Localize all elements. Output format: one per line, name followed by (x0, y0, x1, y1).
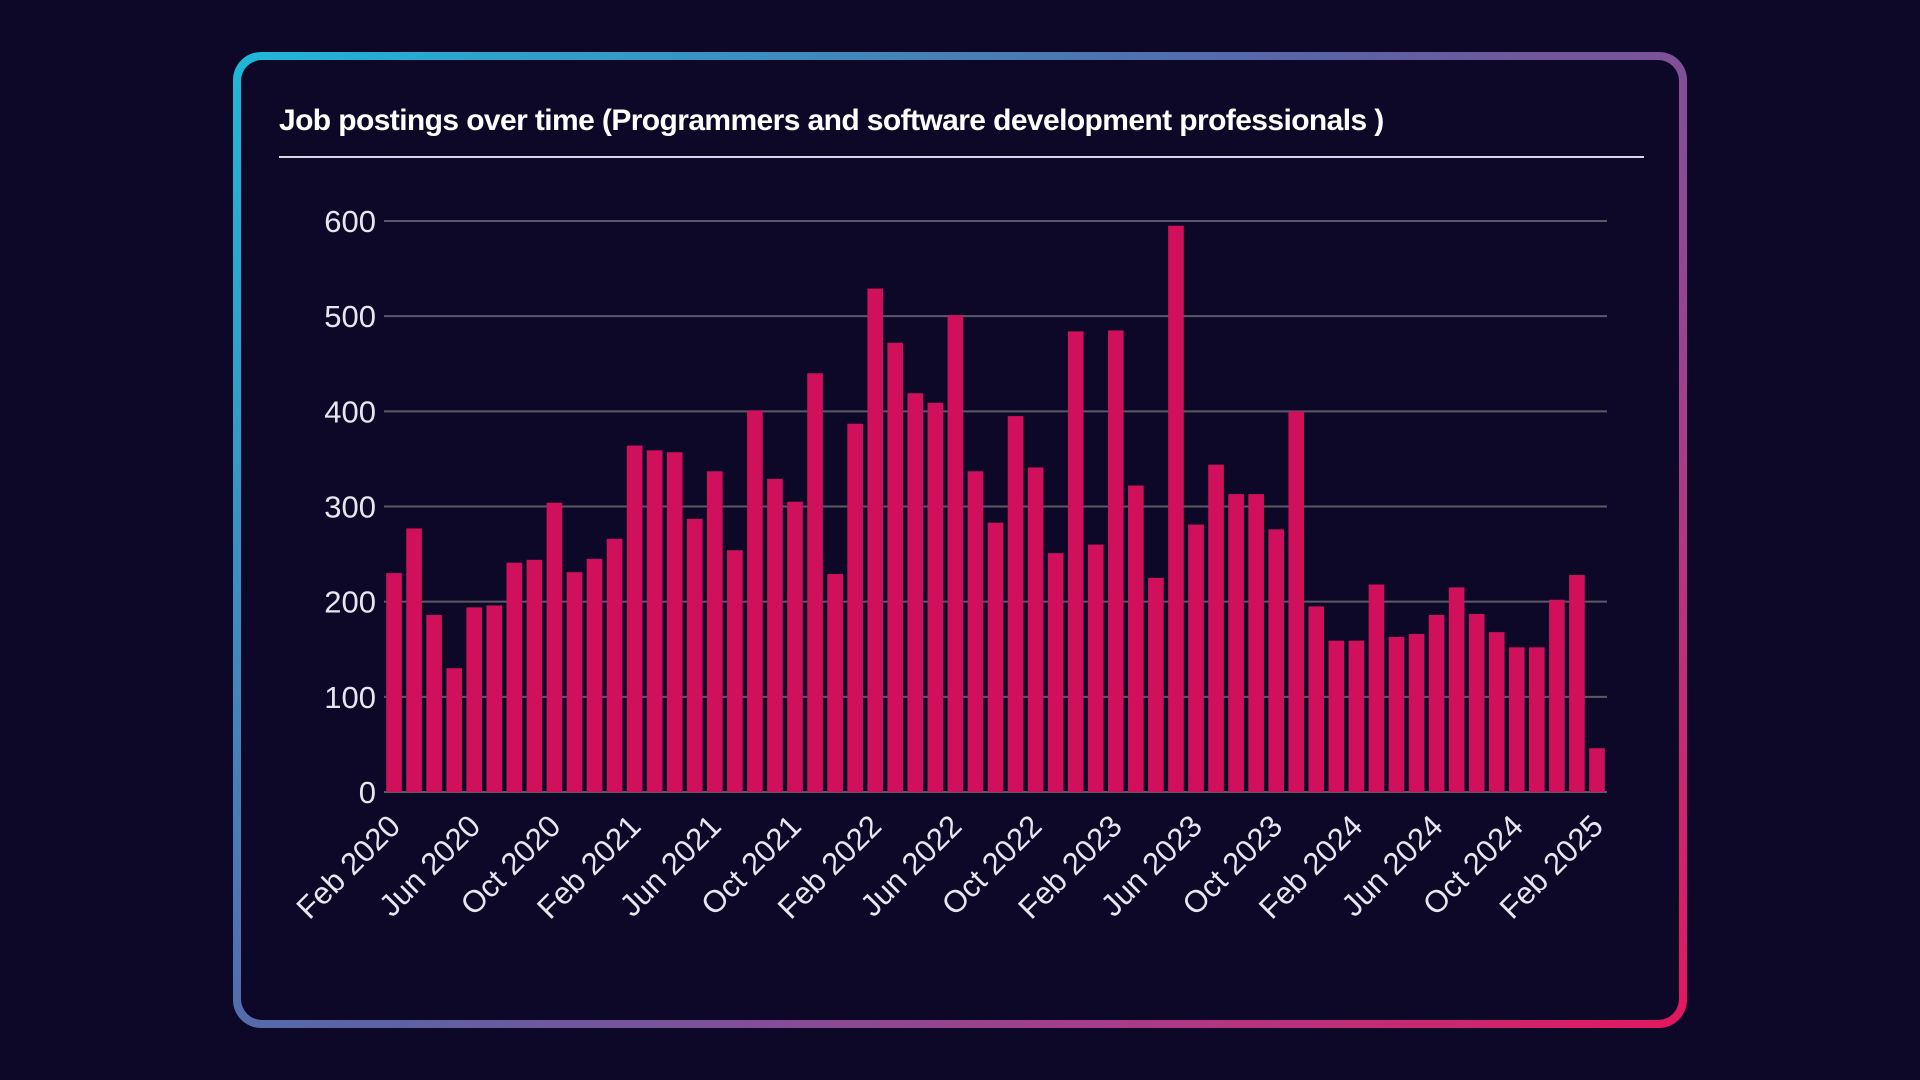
bar (747, 410, 763, 792)
y-tick-label: 200 (324, 585, 376, 620)
bar (967, 471, 984, 792)
bar (787, 501, 803, 792)
bar (626, 445, 643, 792)
bar (987, 522, 1004, 792)
bar (566, 572, 583, 792)
bar (706, 471, 723, 792)
bar (1128, 485, 1144, 792)
bar (807, 373, 823, 792)
chart-title: Job postings over time (Programmers and … (279, 104, 1384, 137)
bar (727, 550, 743, 792)
bar (466, 607, 483, 792)
bar (426, 614, 442, 792)
bar (486, 605, 503, 792)
bar (947, 315, 964, 792)
bar (686, 518, 703, 792)
bar (1007, 416, 1024, 792)
bar (386, 573, 402, 792)
bar (546, 502, 563, 792)
bar (1388, 636, 1405, 792)
bar (847, 423, 863, 792)
y-tick-label: 400 (324, 394, 376, 429)
bar (1188, 524, 1204, 792)
y-tick-label: 100 (324, 680, 376, 715)
bar (1308, 606, 1325, 792)
bar (1468, 614, 1485, 792)
bar (1348, 640, 1365, 792)
bar (666, 452, 683, 792)
bar (1208, 464, 1224, 792)
y-tick-label: 500 (324, 299, 376, 334)
bar (526, 559, 543, 792)
bar (1368, 584, 1385, 792)
bar (1488, 632, 1505, 792)
y-tick-label: 600 (324, 204, 376, 239)
bar (1408, 634, 1425, 792)
bar (506, 562, 523, 792)
bar (1508, 647, 1525, 792)
bar (446, 668, 462, 792)
bar (1569, 575, 1585, 792)
bar (907, 393, 924, 792)
bar (1087, 544, 1104, 792)
bar (1589, 748, 1605, 792)
bar (606, 538, 623, 792)
bar (586, 558, 603, 792)
chart-card: Job postings over time (Programmers and … (241, 60, 1679, 1020)
bar (1047, 553, 1064, 792)
bar (1027, 467, 1044, 792)
bar (1529, 647, 1545, 792)
bar (867, 288, 884, 792)
bar (1248, 494, 1264, 792)
bar (1228, 494, 1244, 792)
bar (1268, 529, 1285, 792)
bar (1448, 587, 1465, 792)
bar (1288, 411, 1305, 792)
bar (1549, 599, 1565, 792)
title-divider (279, 156, 1644, 158)
bar (827, 574, 843, 792)
bar (1067, 331, 1084, 792)
chart-card-frame: Job postings over time (Programmers and … (233, 52, 1687, 1028)
bar (1107, 330, 1124, 792)
bar (646, 450, 663, 792)
bar (887, 342, 904, 792)
bar (927, 402, 944, 792)
bar (767, 478, 783, 792)
bar (1148, 577, 1164, 792)
bar (1428, 614, 1445, 792)
bar (406, 528, 422, 792)
y-tick-label: 0 (359, 775, 376, 810)
y-tick-label: 300 (324, 490, 376, 525)
bar (1328, 640, 1345, 792)
bar (1168, 225, 1184, 793)
